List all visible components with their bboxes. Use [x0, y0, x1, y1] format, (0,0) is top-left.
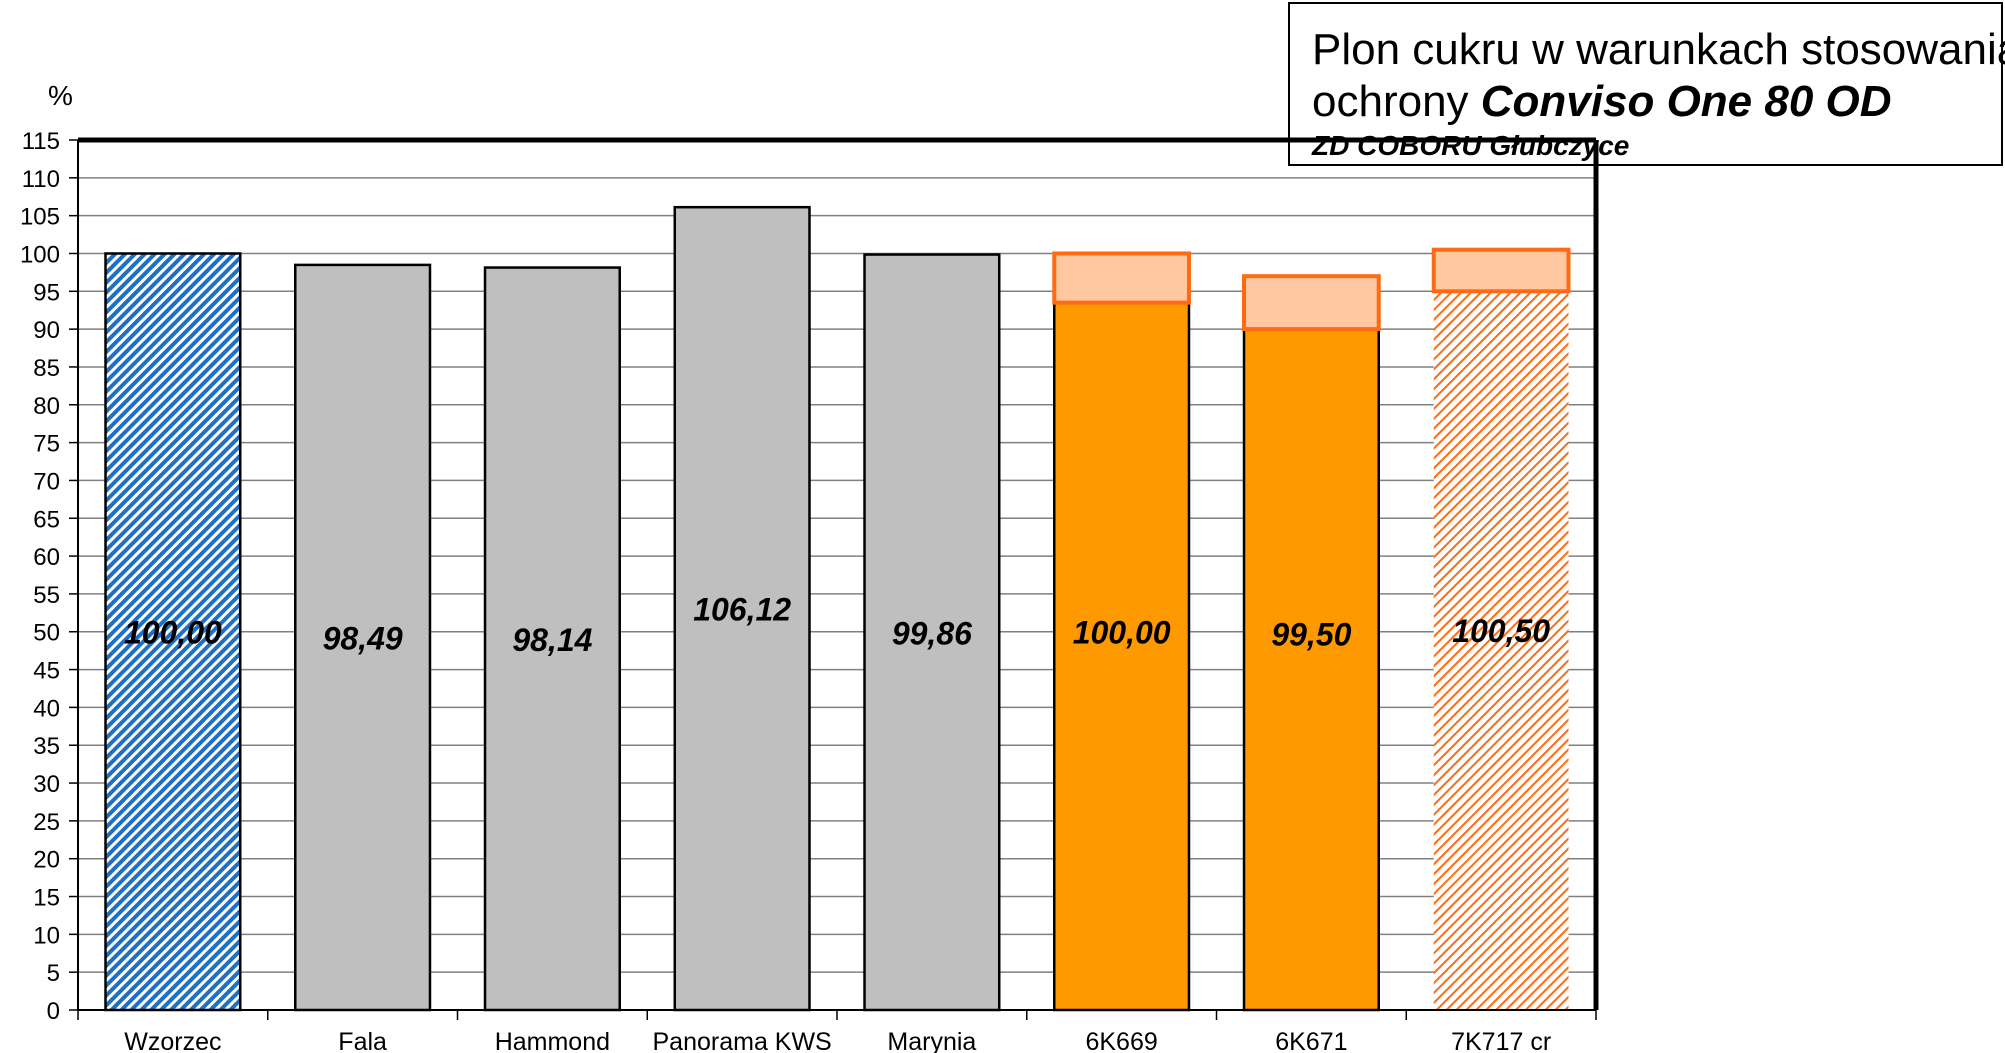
- bar-6K669: [1053, 301, 1191, 1012]
- y-tick-label: 100: [20, 241, 60, 268]
- y-tick-label: 85: [33, 355, 60, 382]
- value-label: 100,00: [1073, 615, 1171, 651]
- y-tick-label: 0: [47, 998, 60, 1025]
- y-tick-label: 95: [33, 279, 60, 306]
- bar-Hammond: [483, 266, 621, 1012]
- value-label: 100,00: [124, 615, 222, 651]
- bar-7K717 cr: [1433, 291, 1569, 1011]
- chart-title-box: Plon cukru w warunkach stosowania ochron…: [1288, 2, 2005, 166]
- value-label: 98,49: [323, 620, 403, 656]
- chart-title-line2: ochrony Conviso One 80 OD: [1312, 76, 1983, 128]
- chart-title-line1: Plon cukru w warunkach stosowania: [1312, 25, 2005, 74]
- category-label: 6K671: [1275, 1028, 1347, 1053]
- bar-Panorama KWS: [673, 205, 811, 1012]
- bar-range-7K717 cr: [1431, 247, 1571, 294]
- y-tick-label: 10: [33, 922, 60, 949]
- axes: [69, 137, 1599, 1020]
- chart-title-prefix: ochrony: [1312, 77, 1481, 126]
- y-tick-label: 75: [33, 431, 60, 458]
- value-label: 106,12: [693, 592, 791, 628]
- chart-subtitle: ZD COBORU Głubczyce: [1312, 130, 1630, 161]
- y-tick-label: 80: [33, 393, 60, 420]
- category-label: Marynia: [887, 1028, 976, 1053]
- y-tick-label: 65: [33, 506, 60, 533]
- category-label: Panorama KWS: [653, 1028, 832, 1053]
- category-label: 7K717 cr: [1451, 1028, 1551, 1053]
- y-tick-label: 55: [33, 582, 60, 609]
- y-tick-label: 40: [33, 695, 60, 722]
- value-label: 99,86: [892, 615, 972, 651]
- labels: 0 5 10 15 20 25 30 35 40 45 50 55 60 65 70 75 80 85 90 95 10…: [20, 128, 1551, 1053]
- category-label: 6K669: [1085, 1028, 1157, 1053]
- y-tick-label: 115: [22, 128, 60, 155]
- category-label: Hammond: [495, 1028, 610, 1053]
- value-label: 100,50: [1452, 613, 1550, 649]
- y-tick-label: 60: [33, 544, 60, 571]
- bar-Wzorzec: [104, 252, 242, 1012]
- y-tick-label: 15: [33, 885, 60, 912]
- y-axis-unit: %: [48, 80, 73, 111]
- y-tick-label: 30: [33, 771, 60, 798]
- y-tick-label: 105: [20, 204, 60, 231]
- y-tick-label: 5: [47, 960, 60, 987]
- y-tick-label: 110: [22, 166, 60, 193]
- category-label: Wzorzec: [124, 1028, 221, 1053]
- bar-range-6K671: [1242, 274, 1381, 332]
- y-tick-label: 25: [33, 809, 60, 836]
- bar-Marynia: [863, 253, 1001, 1012]
- y-tick-label: 70: [33, 468, 60, 495]
- y-tick-label: 45: [33, 658, 60, 685]
- y-tick-label: 90: [33, 317, 60, 344]
- chart-title-product: Conviso One 80 OD: [1480, 77, 1892, 126]
- y-tick-label: 35: [33, 733, 60, 760]
- bars: [104, 205, 1571, 1012]
- value-label: 98,14: [512, 622, 592, 658]
- value-label: 99,50: [1271, 617, 1351, 653]
- category-label: Fala: [338, 1028, 387, 1053]
- y-tick-label: 20: [33, 847, 60, 874]
- bar-Fala: [294, 263, 432, 1012]
- bar-6K671: [1242, 327, 1380, 1012]
- bar-range-6K669: [1052, 251, 1191, 305]
- y-tick-label: 50: [33, 620, 60, 647]
